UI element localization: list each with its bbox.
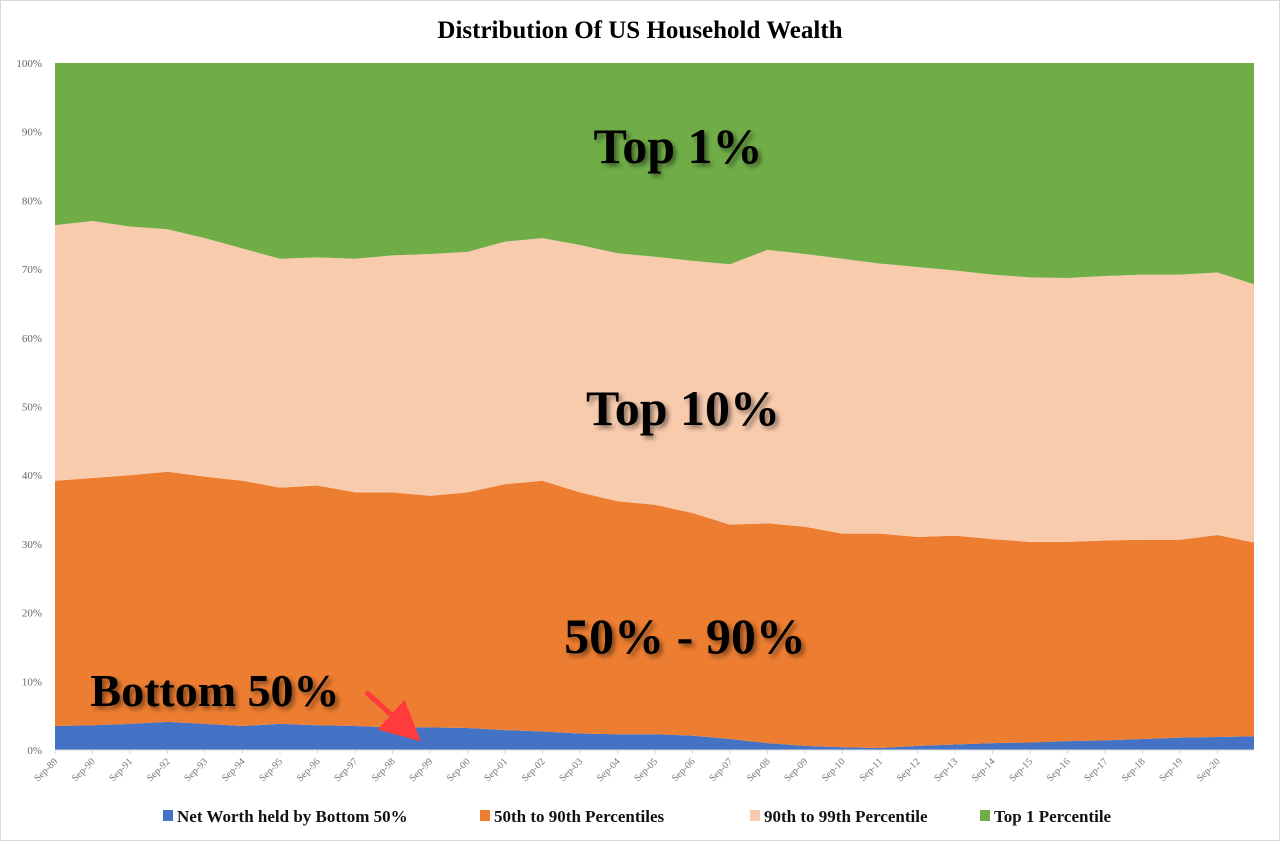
y-tick-label: 60% bbox=[22, 333, 42, 345]
legend-label: 90th to 99th Percentile bbox=[764, 807, 928, 826]
area-series-3 bbox=[55, 63, 1254, 285]
x-tick-label: Sep-06 bbox=[670, 756, 698, 784]
x-tick-label: Sep-08 bbox=[745, 756, 773, 784]
y-tick-label: 30% bbox=[22, 539, 42, 551]
x-tick-label: Sep-97 bbox=[332, 756, 360, 784]
y-tick-label: 100% bbox=[16, 58, 42, 70]
x-tick-label: Sep-93 bbox=[182, 756, 210, 784]
y-tick-label: 20% bbox=[22, 608, 42, 620]
y-tick-label: 70% bbox=[22, 264, 42, 276]
legend-label: Net Worth held by Bottom 50% bbox=[177, 807, 408, 826]
annotation-top1: Top 1% bbox=[593, 118, 762, 174]
y-tick-label: 40% bbox=[22, 470, 42, 482]
y-tick-label: 90% bbox=[22, 127, 42, 139]
x-tick-label: Sep-90 bbox=[70, 756, 98, 784]
y-tick-label: 80% bbox=[22, 195, 42, 207]
x-tick-label: Sep-12 bbox=[895, 756, 923, 784]
x-tick-label: Sep-01 bbox=[482, 756, 510, 784]
x-tick-label: Sep-13 bbox=[932, 756, 960, 784]
y-tick-label: 10% bbox=[22, 676, 42, 688]
x-tick-label: Sep-94 bbox=[220, 756, 248, 784]
x-tick-label: Sep-02 bbox=[520, 756, 548, 784]
x-tick-label: Sep-10 bbox=[820, 756, 848, 784]
x-tick-label: Sep-89 bbox=[32, 756, 60, 784]
x-tick-label: Sep-95 bbox=[257, 756, 285, 784]
annotation-50-90: 50% - 90% bbox=[564, 608, 806, 664]
chart-title: Distribution Of US Household Wealth bbox=[437, 17, 842, 44]
x-tick-label: Sep-91 bbox=[107, 756, 135, 784]
area-series-2 bbox=[55, 221, 1254, 543]
x-tick-label: Sep-98 bbox=[370, 756, 398, 784]
x-tick-label: Sep-18 bbox=[1120, 756, 1148, 784]
x-tick-label: Sep-20 bbox=[1195, 756, 1223, 784]
x-tick-label: Sep-92 bbox=[145, 756, 173, 784]
x-tick-label: Sep-17 bbox=[1082, 756, 1110, 784]
legend-swatch bbox=[980, 810, 990, 821]
area-series-1 bbox=[55, 471, 1254, 748]
annotation-top10: Top 10% bbox=[586, 380, 780, 436]
legend-swatch bbox=[163, 810, 173, 821]
x-tick-label: Sep-09 bbox=[782, 756, 810, 784]
legend-label: Top 1 Percentile bbox=[994, 807, 1112, 826]
x-tick-label: Sep-05 bbox=[632, 756, 660, 784]
x-tick-label: Sep-15 bbox=[1007, 756, 1035, 784]
x-tick-label: Sep-14 bbox=[970, 756, 998, 784]
x-tick-label: Sep-16 bbox=[1045, 756, 1073, 784]
legend-swatch bbox=[750, 810, 760, 821]
x-axis: Sep-89 Sep-90 Sep-91 Sep-92 Sep-93 Sep-94 Sep-… bbox=[32, 749, 1254, 784]
x-tick-label: Sep-03 bbox=[557, 756, 585, 784]
y-tick-label: 50% bbox=[22, 402, 42, 414]
annotation-arrow bbox=[364, 690, 421, 742]
x-tick-label: Sep-19 bbox=[1157, 756, 1185, 784]
legend-label: 50th to 90th Percentiles bbox=[494, 807, 665, 826]
area-series-0 bbox=[55, 721, 1254, 750]
x-tick-label: Sep-99 bbox=[407, 756, 435, 784]
x-tick-label: Sep-96 bbox=[295, 756, 323, 784]
areas bbox=[55, 63, 1254, 750]
legend: Net Worth held by Bottom 50% 50th to 90th… bbox=[163, 807, 1112, 826]
x-tick-label: Sep-00 bbox=[445, 756, 473, 784]
x-tick-label: Sep-04 bbox=[595, 756, 623, 784]
legend-swatch bbox=[480, 810, 490, 821]
y-axis: 0% 10% 20% 30% 40% 50% 60% 70% 80% 90% 100% bbox=[16, 58, 42, 757]
y-tick-label: 0% bbox=[27, 745, 42, 757]
annotation-bottom50: Bottom 50% bbox=[90, 665, 339, 716]
x-tick-label: Sep-07 bbox=[707, 756, 735, 784]
x-tick-label: Sep-11 bbox=[858, 756, 886, 784]
